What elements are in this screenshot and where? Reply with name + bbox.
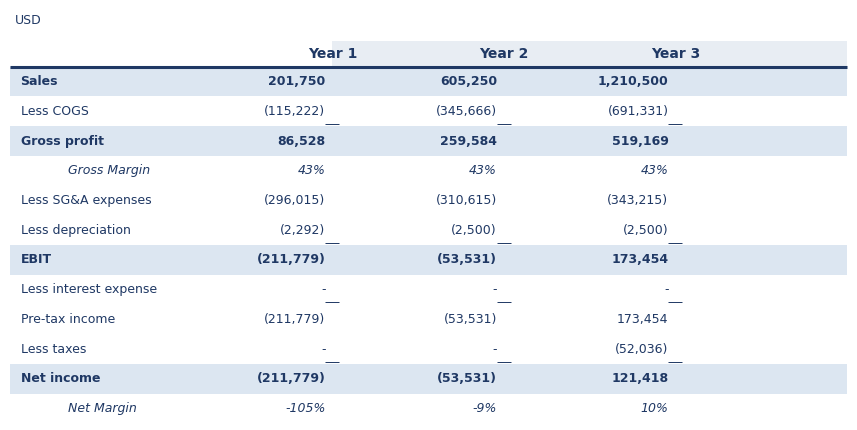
Text: -105%: -105% — [285, 402, 326, 415]
Bar — [333, 41, 847, 67]
Text: Less depreciation: Less depreciation — [21, 224, 130, 237]
Text: (2,292): (2,292) — [280, 224, 326, 237]
Text: (53,531): (53,531) — [444, 313, 497, 326]
Text: (211,779): (211,779) — [256, 253, 326, 267]
Bar — [10, 67, 847, 96]
Text: (691,331): (691,331) — [608, 105, 668, 118]
Bar — [10, 96, 847, 126]
Text: 173,454: 173,454 — [611, 253, 668, 267]
Text: Net income: Net income — [21, 372, 100, 385]
Bar — [10, 245, 847, 275]
Bar — [10, 156, 847, 186]
Text: Less SG&A expenses: Less SG&A expenses — [21, 194, 151, 207]
Text: 43%: 43% — [469, 164, 497, 177]
Text: 605,250: 605,250 — [440, 75, 497, 88]
Text: 1,210,500: 1,210,500 — [597, 75, 668, 88]
Bar — [10, 364, 847, 394]
Text: (343,215): (343,215) — [608, 194, 668, 207]
Text: (345,666): (345,666) — [436, 105, 497, 118]
Text: Gross Margin: Gross Margin — [68, 164, 150, 177]
Text: (310,615): (310,615) — [435, 194, 497, 207]
Text: -9%: -9% — [472, 402, 497, 415]
Text: (52,036): (52,036) — [615, 343, 668, 356]
Text: 259,584: 259,584 — [440, 135, 497, 147]
Text: 173,454: 173,454 — [617, 313, 668, 326]
Text: 43%: 43% — [640, 164, 668, 177]
Text: 121,418: 121,418 — [611, 372, 668, 385]
Text: Less interest expense: Less interest expense — [21, 283, 157, 296]
Text: Year 3: Year 3 — [650, 47, 700, 61]
Bar — [10, 394, 847, 424]
Text: Less COGS: Less COGS — [21, 105, 88, 118]
Bar — [10, 215, 847, 245]
Text: (296,015): (296,015) — [264, 194, 326, 207]
Text: (115,222): (115,222) — [264, 105, 326, 118]
Text: 86,528: 86,528 — [278, 135, 326, 147]
Text: Pre-tax income: Pre-tax income — [21, 313, 115, 326]
Text: (53,531): (53,531) — [437, 372, 497, 385]
Text: (211,779): (211,779) — [256, 372, 326, 385]
Text: Gross profit: Gross profit — [21, 135, 104, 147]
Bar — [10, 275, 847, 304]
Text: 43%: 43% — [297, 164, 326, 177]
Text: (2,500): (2,500) — [623, 224, 668, 237]
Text: -: - — [321, 343, 326, 356]
Text: USD: USD — [15, 14, 41, 27]
Bar — [10, 126, 847, 156]
Text: (53,531): (53,531) — [437, 253, 497, 267]
Text: -: - — [493, 283, 497, 296]
Text: -: - — [493, 343, 497, 356]
Text: (2,500): (2,500) — [452, 224, 497, 237]
Bar — [10, 304, 847, 335]
Text: Sales: Sales — [21, 75, 58, 88]
Text: -: - — [664, 283, 668, 296]
Text: (211,779): (211,779) — [264, 313, 326, 326]
Text: 519,169: 519,169 — [612, 135, 668, 147]
Text: 10%: 10% — [640, 402, 668, 415]
Text: -: - — [321, 283, 326, 296]
Text: 201,750: 201,750 — [268, 75, 326, 88]
Text: EBIT: EBIT — [21, 253, 51, 267]
Bar — [10, 335, 847, 364]
Bar — [10, 186, 847, 215]
Text: Year 1: Year 1 — [308, 47, 357, 61]
Text: Year 2: Year 2 — [479, 47, 529, 61]
Text: Less taxes: Less taxes — [21, 343, 86, 356]
Text: Net Margin: Net Margin — [68, 402, 136, 415]
